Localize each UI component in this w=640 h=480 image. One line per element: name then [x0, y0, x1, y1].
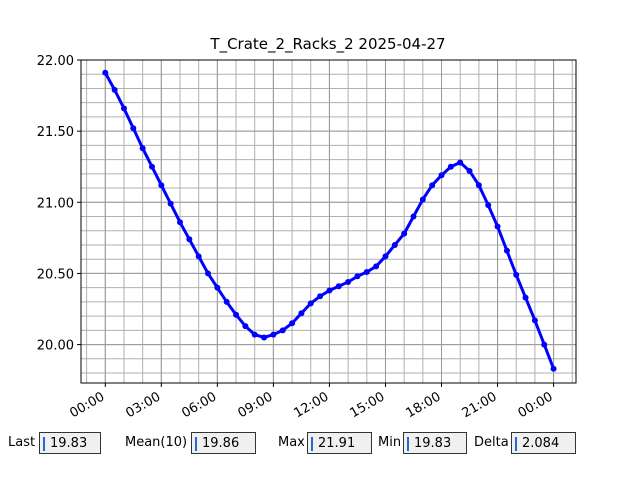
data-point: [120, 105, 127, 112]
data-point: [233, 311, 240, 318]
stat-field[interactable]: 19.83: [403, 432, 467, 454]
data-point: [522, 294, 529, 301]
data-point: [102, 69, 109, 76]
stat-field[interactable]: 21.91: [307, 432, 372, 454]
data-point: [261, 334, 268, 341]
x-tick-label: 06:00: [179, 389, 219, 421]
data-point: [111, 86, 118, 93]
y-tick-label: 21.50: [37, 125, 74, 140]
data-point: [307, 300, 314, 307]
data-point: [503, 247, 510, 254]
x-tick-label: 21:00: [460, 389, 500, 421]
x-tick-label: 12:00: [291, 389, 331, 421]
data-point: [223, 298, 230, 305]
data-point: [447, 163, 454, 170]
data-point: [513, 271, 520, 278]
data-point: [317, 293, 324, 300]
data-point: [148, 163, 155, 170]
data-point: [345, 278, 352, 285]
data-point: [382, 253, 389, 260]
data-point: [354, 273, 361, 280]
stat-label: Mean(10): [125, 435, 188, 450]
data-point: [167, 200, 174, 207]
x-tick-label: 09:00: [235, 389, 275, 421]
stat-field[interactable]: 19.86: [191, 432, 256, 454]
data-point: [139, 145, 146, 152]
data-point: [205, 270, 212, 277]
data-point: [494, 223, 501, 230]
data-point: [251, 331, 258, 338]
data-point: [363, 269, 370, 276]
data-point: [429, 182, 436, 189]
data-point: [373, 263, 380, 270]
chart-title: T_Crate_2_Racks_2 2025-04-27: [209, 35, 445, 54]
data-point: [158, 182, 165, 189]
data-point: [550, 365, 557, 372]
y-tick-label: 22.00: [37, 54, 74, 69]
stat-label: Max: [278, 435, 305, 450]
stat-label: Min: [378, 435, 402, 450]
data-point: [270, 331, 277, 338]
data-point: [242, 323, 249, 330]
x-tick-label: 03:00: [123, 389, 163, 421]
stat-field[interactable]: 2.084: [511, 432, 576, 454]
data-point: [298, 310, 305, 317]
data-point: [326, 287, 333, 294]
data-point: [410, 213, 417, 220]
data-point: [214, 284, 221, 291]
x-tick-label: 18:00: [404, 389, 444, 421]
data-point: [438, 172, 445, 179]
stat-label: Delta: [474, 435, 509, 450]
data-point: [177, 219, 183, 226]
data-point: [419, 196, 426, 203]
data-point: [289, 320, 296, 327]
data-point: [401, 230, 408, 237]
y-tick-label: 20.00: [37, 339, 74, 354]
data-point: [130, 125, 137, 132]
data-point: [541, 341, 548, 348]
x-tick-label: 00:00: [67, 389, 107, 421]
data-point: [485, 202, 492, 209]
x-tick-label: 00:00: [516, 389, 556, 421]
y-tick-label: 20.50: [37, 267, 74, 282]
data-point: [475, 182, 482, 189]
data-point: [531, 317, 538, 324]
data-point: [279, 327, 286, 334]
data-point: [466, 167, 473, 174]
data-point: [186, 236, 193, 243]
stat-field[interactable]: 19.83: [39, 432, 101, 454]
data-point: [335, 283, 342, 290]
chart: T_Crate_2_Racks_2 2025-04-27 20.00 20.50 2…: [37, 35, 577, 421]
stat-label: Last: [8, 435, 36, 450]
plot-frame: [80, 59, 577, 384]
x-tick-label: 15:00: [348, 389, 388, 421]
data-point: [457, 159, 464, 166]
data-point: [195, 253, 202, 260]
data-point: [391, 241, 398, 248]
y-tick-label: 21.00: [37, 196, 74, 211]
